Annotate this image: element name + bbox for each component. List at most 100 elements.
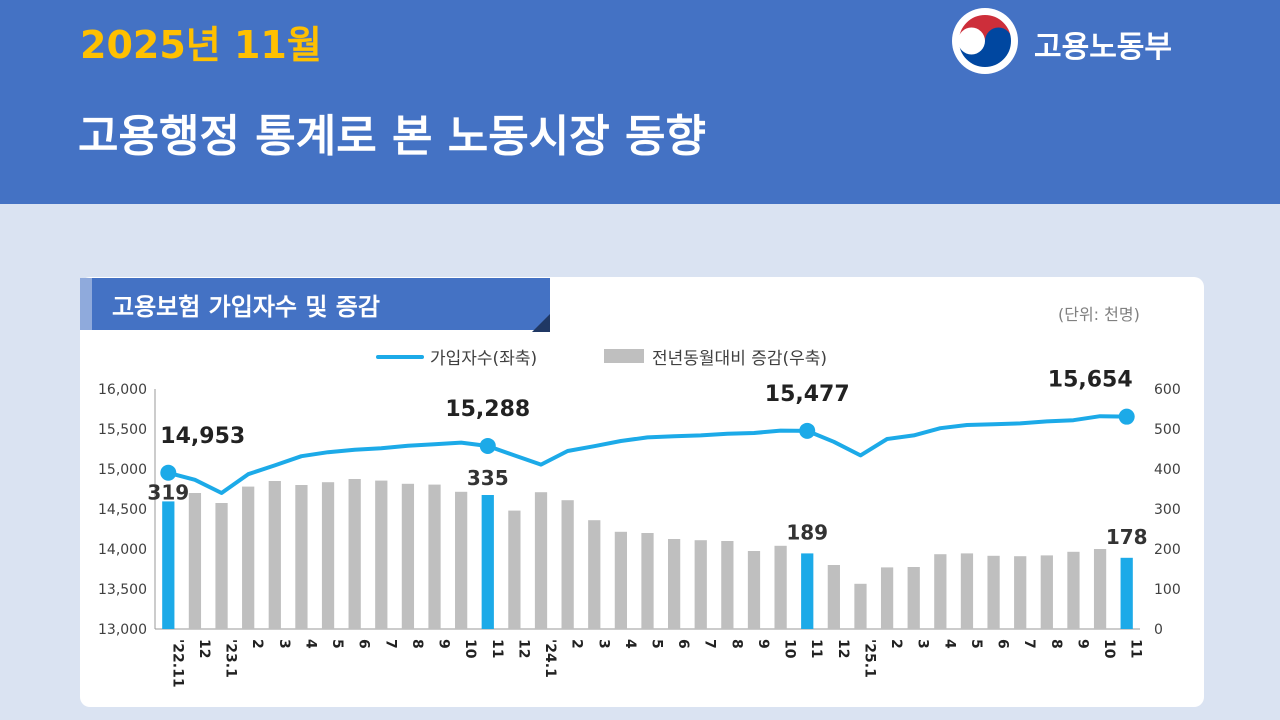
x-tick-label: 3 [595, 639, 611, 649]
bar [561, 500, 574, 629]
bar [960, 553, 974, 629]
y-right-tick-label: 500 [1154, 422, 1181, 438]
x-tick-label: '24.1 [542, 639, 558, 678]
x-tick-label: 10 [782, 639, 798, 659]
bar [1067, 551, 1080, 629]
bar [534, 492, 548, 629]
bar [667, 539, 681, 629]
x-tick-label: 5 [649, 639, 665, 649]
bar [188, 493, 202, 629]
bar [1093, 549, 1107, 629]
x-tick-label: 5 [329, 639, 345, 649]
x-tick-label: '23.1 [223, 639, 239, 678]
report-date: 2025년 11월 [80, 23, 322, 67]
y-right-tick-label: 400 [1154, 462, 1181, 478]
bar [694, 540, 707, 629]
bar [774, 545, 787, 629]
bar [215, 503, 228, 629]
bar [747, 551, 761, 629]
bar [1040, 555, 1053, 629]
x-tick-label: 11 [489, 639, 505, 658]
bar [508, 510, 521, 629]
x-tick-label: '25.1 [861, 639, 877, 678]
x-tick-label: 8 [728, 639, 744, 649]
x-tick-label: 8 [409, 639, 425, 649]
bar-data-label: 178 [1106, 525, 1148, 549]
bar [880, 567, 894, 629]
chart-title-bar: 고용보험 가입자수 및 증감 [80, 278, 550, 330]
line-point-marker [799, 422, 816, 439]
legend-item-subscribers: 가입자수(좌축) [430, 349, 538, 369]
bar-data-label: 189 [786, 520, 828, 544]
bar [242, 486, 255, 629]
line-data-label: 14,953 [160, 424, 245, 449]
x-tick-label: 3 [276, 639, 292, 649]
x-tick-label: 4 [302, 639, 318, 649]
x-tick-label: 2 [888, 639, 904, 649]
bar [934, 554, 947, 629]
title-bar-accent [80, 278, 92, 330]
bar [321, 482, 335, 629]
x-tick-label: 2 [249, 639, 265, 649]
bar [987, 555, 1000, 629]
ministry-name: 고용노동부 [1034, 30, 1172, 65]
bar [481, 495, 494, 629]
taegeuk-logo-icon [952, 8, 1018, 74]
x-tick-label: 7 [382, 639, 398, 649]
line-point-marker [1118, 408, 1135, 425]
bar [455, 491, 468, 629]
y-right-tick-label: 100 [1154, 582, 1181, 598]
y-left-tick-label: 16,000 [98, 382, 147, 398]
x-tick-label: 12 [196, 639, 212, 658]
x-tick-label: 11 [1128, 639, 1144, 658]
x-tick-label: 4 [622, 639, 638, 649]
bar [295, 485, 308, 629]
legend-line-swatch [376, 355, 424, 359]
x-tick-label: 12 [515, 639, 531, 658]
bar [401, 483, 415, 629]
y-right-tick-label: 300 [1154, 502, 1181, 518]
y-right-tick-label: 200 [1154, 542, 1181, 558]
line-data-label: 15,477 [765, 382, 850, 407]
bar-data-label: 335 [467, 466, 509, 490]
bar [348, 479, 361, 629]
x-tick-label: 7 [702, 639, 718, 649]
bar [428, 484, 441, 629]
bar [588, 520, 601, 629]
bar [801, 553, 814, 629]
x-tick-label: 12 [835, 639, 851, 658]
x-tick-label: 3 [915, 639, 931, 649]
title-bar-fold [532, 314, 550, 332]
x-tick-label: 6 [356, 639, 372, 649]
y-left-tick-label: 15,000 [98, 462, 147, 478]
x-tick-label: 2 [569, 639, 585, 649]
bar [268, 481, 281, 629]
x-tick-label: 9 [1074, 639, 1090, 649]
bar [375, 480, 388, 629]
unit-label: (단위: 천명) [1058, 305, 1140, 324]
y-left-tick-label: 14,000 [98, 542, 147, 558]
x-tick-label: 9 [755, 639, 771, 649]
y-left-tick-label: 13,000 [98, 622, 147, 638]
y-right-tick-label: 0 [1154, 622, 1163, 638]
x-tick-label: 6 [995, 639, 1011, 649]
bar-data-label: 319 [147, 480, 189, 504]
legend-bar-swatch [604, 349, 644, 363]
bar [907, 567, 920, 629]
bar [614, 531, 628, 629]
bar [721, 541, 734, 629]
bar [1014, 556, 1027, 629]
x-tick-label: 9 [436, 639, 452, 649]
bar [641, 533, 654, 629]
x-tick-label: 10 [1101, 639, 1117, 659]
x-tick-label: 4 [941, 639, 957, 649]
y-left-tick-label: 13,500 [98, 582, 147, 598]
line-data-label: 15,654 [1048, 368, 1133, 393]
bar [1120, 557, 1133, 629]
x-tick-label: 6 [675, 639, 691, 649]
x-tick-label: 10 [462, 639, 478, 659]
chart-card [80, 277, 1204, 707]
x-tick-label: 11 [808, 639, 824, 658]
y-right-tick-label: 600 [1154, 382, 1181, 398]
